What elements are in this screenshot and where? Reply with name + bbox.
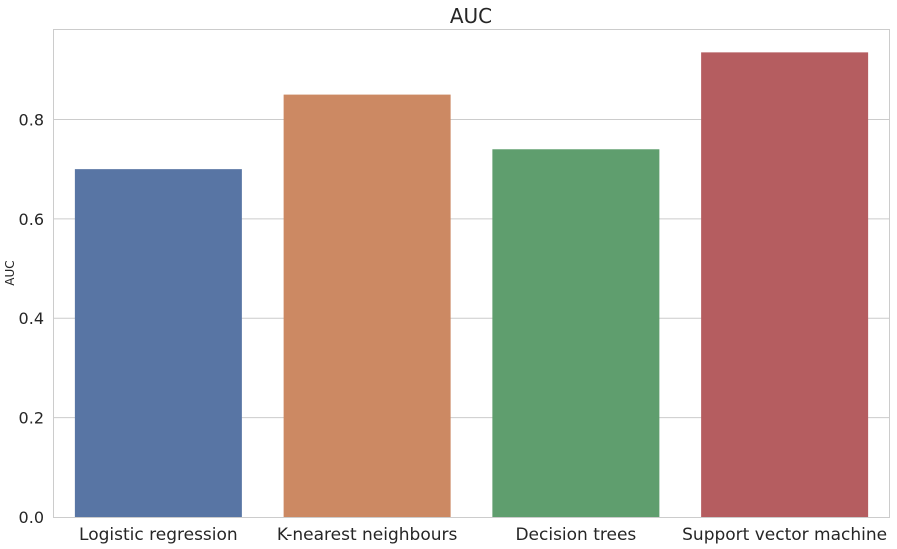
x-tick-label: K-nearest neighbours xyxy=(277,525,458,545)
chart-title: AUC xyxy=(450,4,492,28)
y-tick-label: 0.8 xyxy=(19,110,44,129)
y-axis-label: AUC xyxy=(3,260,17,285)
bar-decision-trees xyxy=(492,149,660,517)
y-tick-label: 0.6 xyxy=(19,210,44,229)
bar-support-vector-machine xyxy=(701,52,869,517)
y-tick-label: 0.2 xyxy=(19,409,44,428)
y-tick-label: 0.4 xyxy=(19,309,44,328)
x-tick-labels: Logistic regression K-nearest neighbours D… xyxy=(79,525,887,545)
bar-logistic-regression xyxy=(74,169,242,517)
plot-frame xyxy=(53,29,890,518)
y-tick-label: 0.0 xyxy=(19,508,44,527)
x-tick-label: Decision trees xyxy=(515,525,636,545)
y-tick-labels: 0.0 0.2 0.4 0.6 0.8 xyxy=(19,110,44,527)
bars xyxy=(74,52,869,517)
x-tick-label: Logistic regression xyxy=(79,525,238,545)
x-tick-label: Support vector machine xyxy=(682,525,887,545)
bar-k-nearest-neighbours xyxy=(283,94,451,517)
